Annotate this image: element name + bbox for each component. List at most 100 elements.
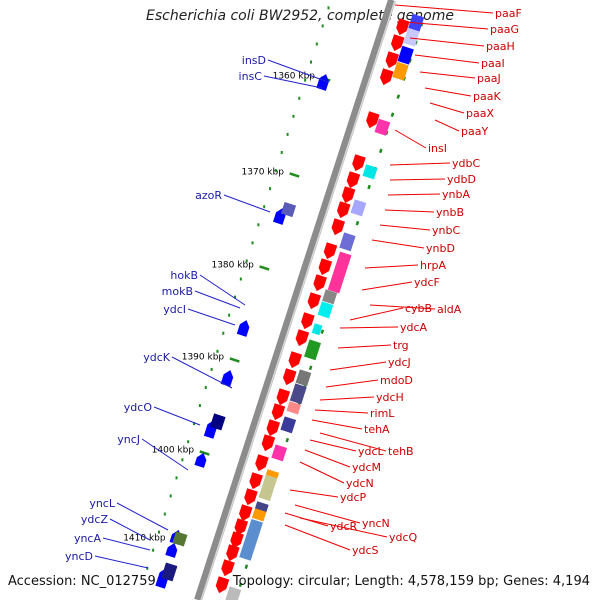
reverse-gene-leader xyxy=(267,59,329,83)
forward-gene-box-shape xyxy=(362,164,378,180)
forward-gene-arrow xyxy=(379,68,394,86)
reverse-gene-arrow-shape xyxy=(236,320,250,337)
forward-gene-arrow-shape xyxy=(288,351,303,369)
scale-dash xyxy=(396,94,401,99)
scale-dash xyxy=(238,582,243,588)
reverse-gene-box-shape xyxy=(209,413,226,431)
forward-gene-arrow-shape xyxy=(352,154,366,172)
backbone-highlight xyxy=(200,0,396,600)
forward-gene-arrow-shape xyxy=(341,186,356,204)
forward-gene-box-shape xyxy=(392,61,409,81)
scale-dot xyxy=(304,78,307,82)
forward-gene-label: ydcR xyxy=(330,520,358,533)
forward-gene-label: insI xyxy=(428,142,447,155)
forward-gene-arrow-shape xyxy=(379,68,394,86)
forward-gene-label: ynbD xyxy=(426,242,455,255)
forward-gene-arrow-shape xyxy=(301,312,315,330)
forward-gene-arrow-shape xyxy=(271,403,286,421)
reverse-gene-leader xyxy=(109,518,151,541)
forward-gene-box-shape xyxy=(403,27,420,47)
forward-gene-arrow xyxy=(226,544,240,562)
scale-dash xyxy=(308,365,313,371)
forward-gene-arrow xyxy=(313,274,327,292)
reverse-gene-label: yncA xyxy=(74,532,102,545)
forward-gene-leader xyxy=(314,409,369,414)
kbp-tick xyxy=(229,357,240,363)
accession-text: Accession: NC_012759 xyxy=(8,574,156,589)
forward-gene-box-shape xyxy=(350,199,367,217)
forward-gene-box-shape xyxy=(317,301,334,319)
scale-dot xyxy=(269,187,272,191)
forward-gene-leader xyxy=(294,504,361,524)
scale-dot xyxy=(181,458,184,462)
kbp-label: 1380 kbp xyxy=(211,261,254,271)
forward-gene-box xyxy=(362,164,378,180)
forward-gene-arrow-shape xyxy=(295,329,310,347)
forward-gene-box-shape xyxy=(311,323,323,336)
forward-gene-box-shape xyxy=(322,289,338,305)
reverse-gene-arrow xyxy=(316,74,329,91)
reverse-gene-label: insD xyxy=(242,54,266,67)
kbp-label: 1370 kbp xyxy=(242,168,285,178)
forward-gene-label: paaH xyxy=(486,40,515,53)
forward-gene-label: ynbB xyxy=(436,206,464,219)
forward-gene-label: paaK xyxy=(473,90,501,103)
forward-gene-label: ydcS xyxy=(352,544,379,557)
forward-gene-arrow-shape xyxy=(221,559,235,577)
reverse-gene-leader xyxy=(194,290,241,309)
forward-gene-box xyxy=(295,369,312,387)
scale-dot xyxy=(274,169,277,173)
kbp-tick xyxy=(199,450,210,456)
forward-gene-leader xyxy=(349,307,404,321)
forward-gene-arrow-shape xyxy=(266,419,281,437)
reverse-gene-arrow-shape xyxy=(220,370,234,387)
forward-gene-box xyxy=(374,118,391,136)
forward-gene-leader xyxy=(424,87,472,97)
forward-gene-box xyxy=(350,199,367,217)
forward-gene-leader xyxy=(339,326,399,329)
forward-gene-arrow xyxy=(244,488,258,506)
forward-gene-leader xyxy=(429,102,465,114)
forward-gene-box xyxy=(289,383,307,405)
forward-gene-box-shape xyxy=(251,508,267,522)
forward-gene-leader xyxy=(371,239,425,249)
forward-gene-arrow xyxy=(221,559,235,577)
forward-gene-arrow xyxy=(288,351,303,369)
scale-dot xyxy=(315,42,318,46)
scale-dot xyxy=(204,385,207,389)
reverse-gene-arrow xyxy=(220,370,234,387)
forward-gene-label: paaY xyxy=(461,125,488,138)
forward-gene-arrow-shape xyxy=(323,242,338,260)
forward-gene-arrow xyxy=(301,312,315,330)
forward-gene-box-shape xyxy=(374,118,391,136)
forward-gene-arrow xyxy=(255,454,269,472)
forward-gene-arrow-shape xyxy=(261,434,276,452)
forward-gene-box xyxy=(397,45,414,65)
reverse-gene-label: ydcK xyxy=(143,351,171,364)
forward-gene-leader xyxy=(394,129,427,149)
reverse-gene-leader xyxy=(171,356,233,389)
scale-dash xyxy=(244,564,249,569)
genome-backbone xyxy=(194,0,396,600)
reverse-gene-arrow-shape xyxy=(316,74,329,91)
forward-gene-label: ydcA xyxy=(400,321,428,334)
scale-dot xyxy=(169,494,172,498)
forward-gene-arrow xyxy=(346,171,361,189)
forward-gene-arrow-shape xyxy=(230,531,244,549)
scale-dot xyxy=(233,295,236,299)
reverse-gene-arrow-shape xyxy=(165,543,178,558)
forward-gene-label: ydcH xyxy=(376,391,404,404)
reverse-gene-leader xyxy=(263,75,323,89)
reverse-gene-leader xyxy=(116,502,169,531)
forward-gene-arrow-shape xyxy=(255,454,269,472)
forward-gene-leader xyxy=(384,209,435,213)
scale-dot xyxy=(216,349,219,353)
forward-gene-box-shape xyxy=(239,518,263,561)
forward-gene-box xyxy=(322,289,338,305)
forward-gene-box-shape xyxy=(304,339,321,361)
forward-gene-leader xyxy=(364,264,419,269)
reverse-gene-leader xyxy=(199,274,246,306)
scale-dot xyxy=(257,223,260,227)
reverse-gene-box xyxy=(161,562,178,582)
forward-gene-label: ydcM xyxy=(352,461,381,474)
